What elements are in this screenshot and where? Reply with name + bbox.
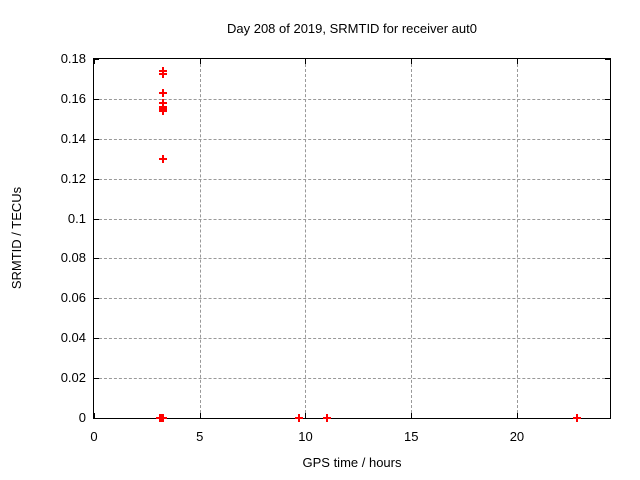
- y-tick: [605, 98, 610, 100]
- data-point: [158, 88, 167, 97]
- x-tick-label: 0: [90, 429, 98, 444]
- x-gridline: [199, 59, 201, 418]
- data-point: [158, 106, 167, 115]
- y-tick: [605, 258, 610, 260]
- y-tick-label: 0.12: [60, 170, 86, 186]
- y-tick: [94, 178, 99, 180]
- y-tick: [605, 338, 610, 340]
- y-tick-label: 0.18: [60, 51, 86, 66]
- x-tick-label: 5: [196, 429, 204, 444]
- x-tick-label: 10: [298, 429, 313, 444]
- x-tick-label: 15: [403, 429, 419, 444]
- x-tick: [199, 59, 201, 64]
- y-tick: [94, 218, 99, 220]
- y-tick-label: 0: [78, 410, 86, 425]
- x-tick-label: 20: [509, 429, 525, 444]
- chart-title: Day 208 of 2019, SRMTID for receiver aut…: [226, 21, 477, 36]
- y-tick-label: 0.1: [67, 210, 86, 226]
- x-tick: [305, 413, 307, 418]
- y-tick: [94, 378, 99, 380]
- y-tick: [605, 418, 610, 419]
- y-tick-label: 0.02: [60, 370, 86, 386]
- y-gridline: [94, 178, 610, 180]
- y-gridline: [94, 378, 610, 380]
- data-point: [295, 414, 304, 422]
- x-gridline: [516, 59, 518, 418]
- y-tick: [605, 218, 610, 220]
- x-tick: [94, 59, 95, 64]
- data-point: [322, 414, 331, 422]
- y-tick: [94, 98, 99, 100]
- x-tick: [94, 413, 95, 418]
- y-tick-label: 0.08: [60, 250, 86, 266]
- y-gridline: [94, 138, 610, 140]
- data-point: [158, 69, 167, 78]
- y-tick: [605, 178, 610, 180]
- x-tick: [516, 413, 518, 418]
- x-gridline: [411, 59, 413, 418]
- x-tick: [411, 413, 413, 418]
- y-tick: [605, 59, 610, 60]
- y-tick: [94, 418, 99, 419]
- y-axis-label: SRMTID / TECUs: [9, 186, 24, 290]
- x-tick: [411, 59, 413, 64]
- y-tick: [94, 59, 99, 60]
- y-gridline: [94, 338, 610, 340]
- y-tick: [94, 258, 99, 260]
- y-gridline: [94, 218, 610, 220]
- data-point: [158, 414, 167, 422]
- x-gridline: [305, 59, 307, 418]
- y-tick-label: 0.16: [60, 90, 86, 106]
- data-point: [573, 414, 582, 422]
- x-tick: [516, 59, 518, 64]
- x-tick: [305, 59, 307, 64]
- y-tick-label: 0.14: [60, 130, 86, 146]
- y-tick-label: 0.04: [60, 330, 86, 346]
- y-tick: [94, 138, 99, 140]
- y-tick: [605, 138, 610, 140]
- y-gridline: [94, 98, 610, 100]
- x-axis-label: GPS time / hours: [302, 455, 402, 470]
- y-tick: [605, 378, 610, 380]
- data-point: [159, 154, 168, 163]
- y-tick: [94, 298, 99, 300]
- plot-area: [93, 58, 611, 422]
- y-gridline: [94, 258, 610, 260]
- x-tick: [199, 413, 201, 418]
- y-gridline: [94, 298, 610, 300]
- y-tick: [94, 338, 99, 340]
- y-tick-label: 0.06: [60, 290, 86, 306]
- y-tick: [605, 298, 610, 300]
